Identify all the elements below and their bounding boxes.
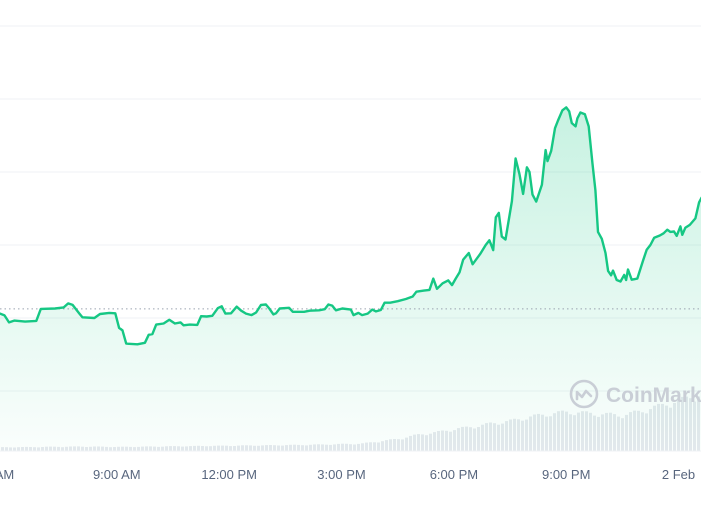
x-tick-label: 9:00 AM bbox=[93, 467, 141, 482]
x-axis-ticks: AM 9:00 AM 12:00 PM 3:00 PM 6:00 PM 9:00 PM 2 … bbox=[0, 467, 695, 482]
price-line bbox=[0, 106, 701, 346]
x-tick-label: AM bbox=[0, 467, 14, 482]
price-area bbox=[0, 107, 701, 451]
x-tick-label: 6:00 PM bbox=[430, 467, 478, 482]
watermark-text: CoinMarke bbox=[606, 384, 701, 407]
x-tick-label: 3:00 PM bbox=[317, 467, 365, 482]
x-tick-label: 9:00 PM bbox=[542, 467, 590, 482]
x-tick-label: 2 Feb bbox=[662, 467, 695, 482]
coinmarketcap-logo-icon bbox=[569, 379, 599, 409]
watermark: CoinMarke bbox=[569, 379, 701, 409]
x-tick-label: 12:00 PM bbox=[201, 467, 257, 482]
